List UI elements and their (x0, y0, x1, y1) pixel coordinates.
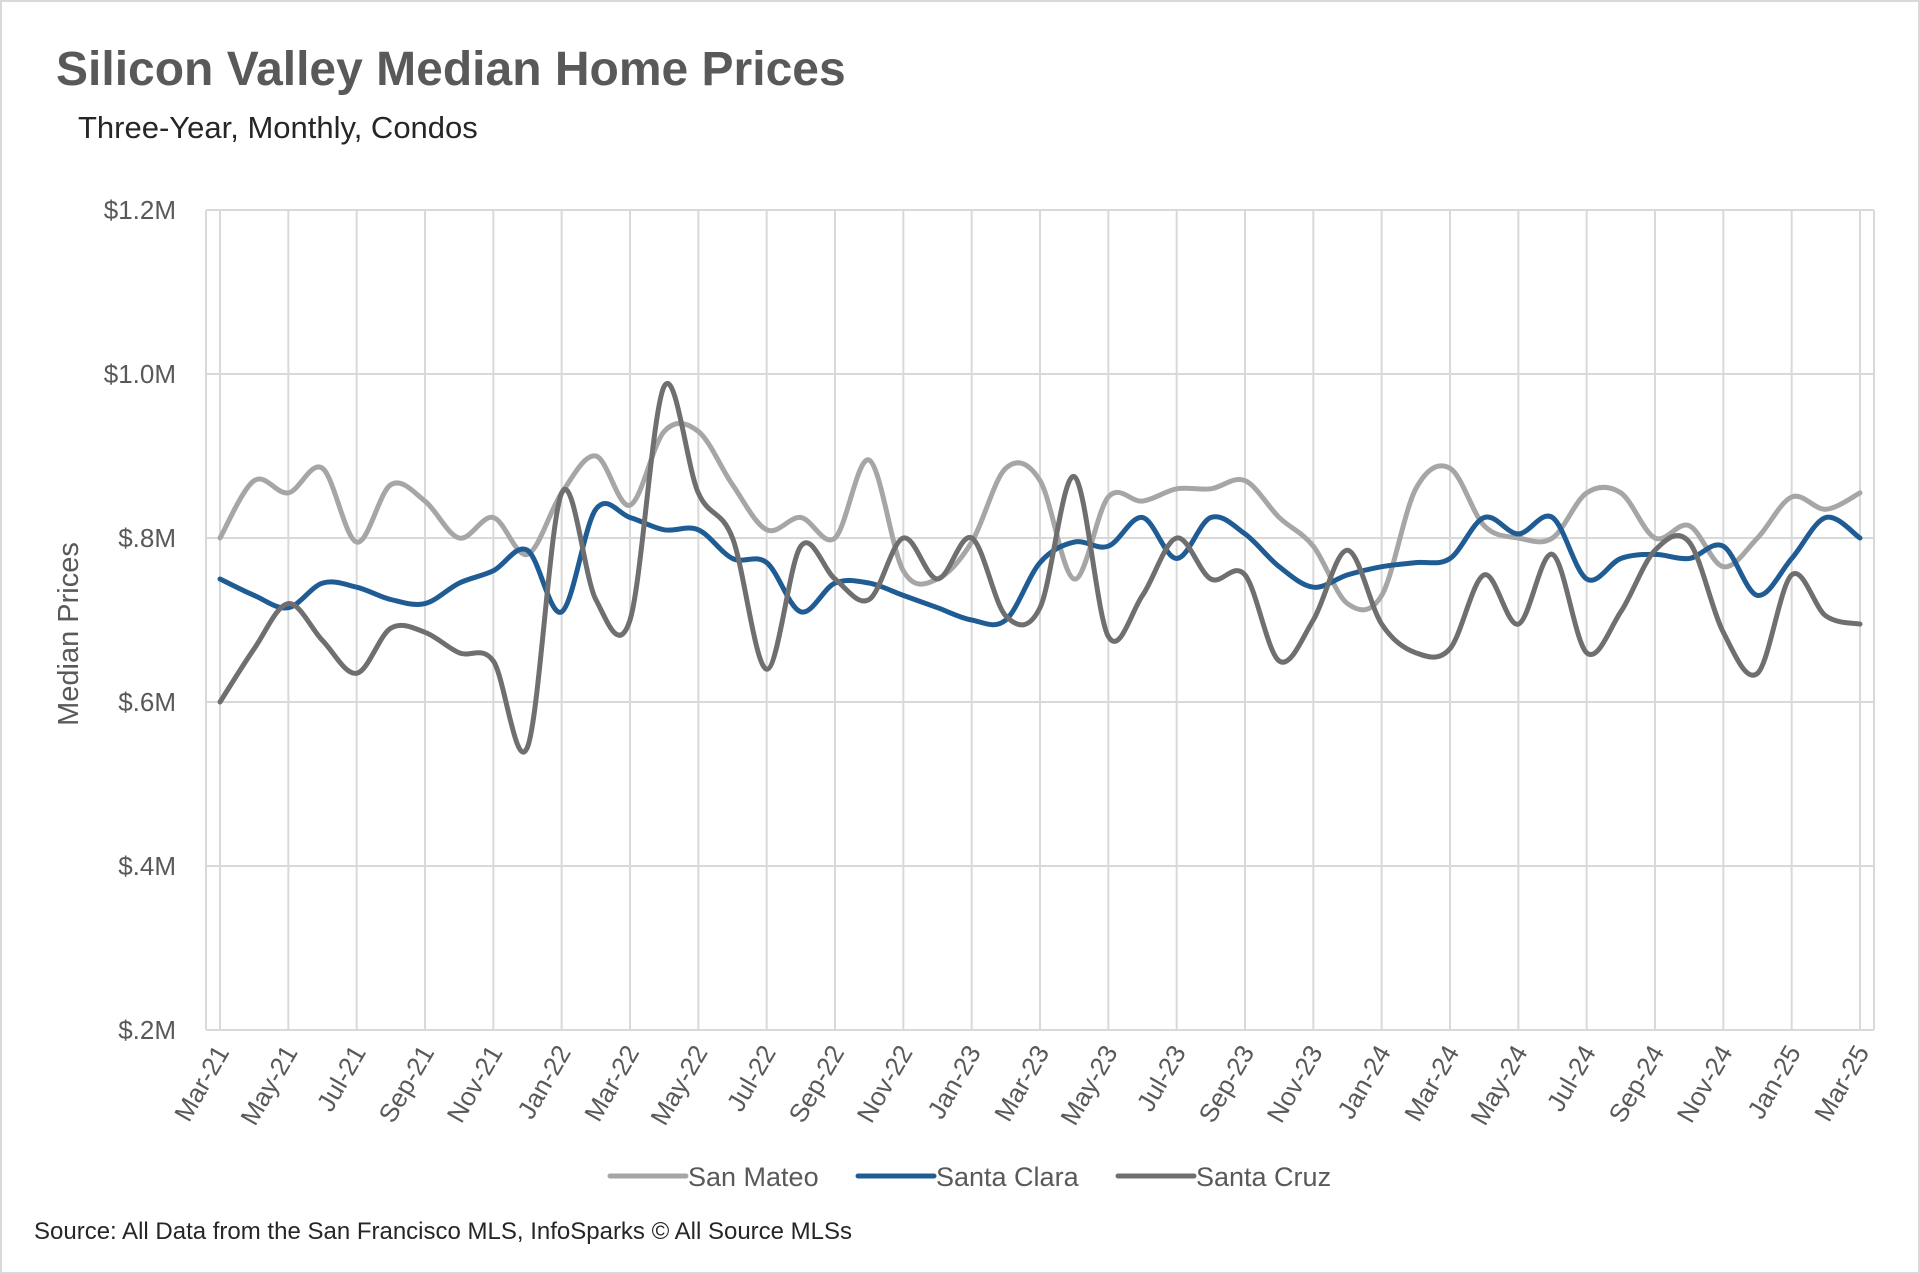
series-line-santa-cruz (217, 381, 1863, 755)
x-tick-label: Sep-24 (1602, 1040, 1670, 1128)
x-tick-label: Jan-24 (1331, 1040, 1397, 1124)
legend: San Mateo Santa Clara Santa Cruz (607, 1162, 1331, 1192)
x-tick-label: May-21 (234, 1040, 303, 1130)
x-tick-label: Jul-24 (1540, 1040, 1601, 1116)
series-line-san-mateo (217, 420, 1863, 613)
legend-label: Santa Cruz (1196, 1162, 1331, 1192)
legend-label: San Mateo (688, 1162, 819, 1192)
gridlines (205, 209, 1875, 1031)
y-tick-label: $.8M (118, 523, 176, 553)
x-tick-label: May-22 (644, 1040, 713, 1130)
y-tick-label: $1.2M (104, 195, 176, 225)
x-tick-label: Mar-21 (168, 1040, 235, 1126)
x-tick-label: Nov-21 (441, 1040, 509, 1128)
series-lines (217, 381, 1863, 755)
x-tick-label: May-23 (1054, 1040, 1123, 1130)
x-tick-label: Nov-22 (851, 1040, 919, 1128)
x-tick-label: Nov-23 (1261, 1040, 1329, 1128)
y-tick-label: $.4M (118, 851, 176, 881)
x-tick-label: May-24 (1464, 1040, 1533, 1130)
series-line-santa-clara (217, 501, 1863, 628)
x-tick-label: Mar-22 (578, 1040, 645, 1126)
x-tick-label: Jan-22 (511, 1040, 577, 1124)
x-tick-label: Mar-25 (1808, 1040, 1875, 1126)
x-tick-label: Mar-23 (988, 1040, 1055, 1126)
y-axis-tick-labels: $.2M $.4M $.6M $.8M $1.0M $1.2M (104, 195, 176, 1045)
chart-subtitle: Three-Year, Monthly, Condos (78, 110, 478, 145)
x-tick-label: Jan-23 (921, 1040, 987, 1124)
x-tick-label: Jan-25 (1741, 1040, 1807, 1124)
legend-label: Santa Clara (936, 1162, 1080, 1192)
x-tick-label: Mar-24 (1398, 1040, 1465, 1126)
x-tick-label: Sep-22 (782, 1040, 850, 1128)
x-tick-label: Nov-24 (1671, 1040, 1739, 1128)
y-axis-title: Median Prices (53, 542, 85, 726)
y-tick-label: $.2M (118, 1015, 176, 1045)
x-tick-label: Jul-23 (1130, 1040, 1191, 1116)
y-tick-label: $.6M (118, 687, 176, 717)
y-tick-label: $1.0M (104, 359, 176, 389)
x-tick-label: Sep-23 (1192, 1040, 1260, 1128)
chart-title: Silicon Valley Median Home Prices (56, 43, 846, 96)
x-axis-tick-labels: Mar-21 May-21 Jul-21 Sep-21 Nov-21 Jan-22 Mar-… (168, 1040, 1875, 1130)
x-tick-label: Jul-21 (310, 1040, 371, 1116)
x-tick-label: Sep-21 (372, 1040, 440, 1128)
source-note: Source: All Data from the San Francisco … (34, 1218, 853, 1245)
x-tick-label: Jul-22 (720, 1040, 781, 1116)
